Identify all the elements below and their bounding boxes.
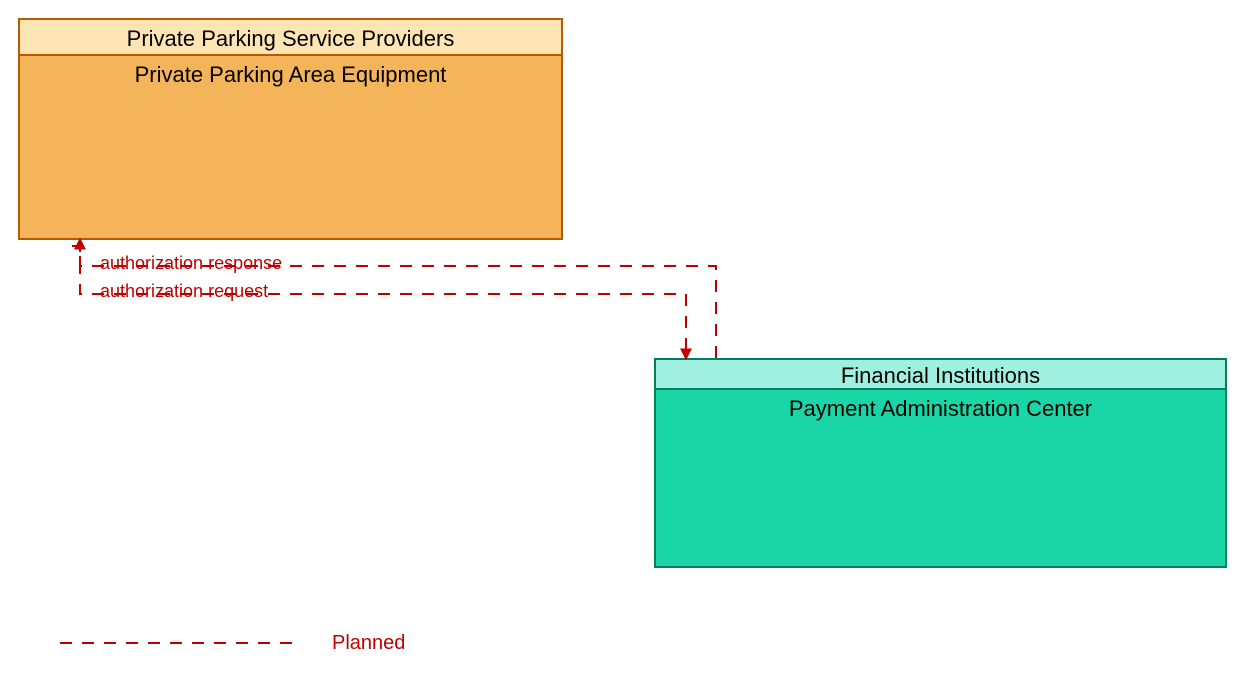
architecture-diagram: Private Parking Service Providers Privat…	[0, 0, 1252, 688]
legend-planned-label: Planned	[332, 632, 405, 655]
node-private-parking: Private Parking Service Providers Privat…	[18, 18, 563, 240]
node-payment-center: Financial Institutions Payment Administr…	[654, 358, 1227, 568]
node-header-parking: Private Parking Service Providers	[20, 20, 561, 56]
node-body-parking: Private Parking Area Equipment	[20, 56, 561, 238]
flow-label-authorization-response: authorization response	[100, 253, 282, 274]
flow-label-authorization-request: authorization request	[100, 281, 268, 302]
node-header-payment: Financial Institutions	[656, 360, 1225, 390]
node-body-payment: Payment Administration Center	[656, 390, 1225, 566]
